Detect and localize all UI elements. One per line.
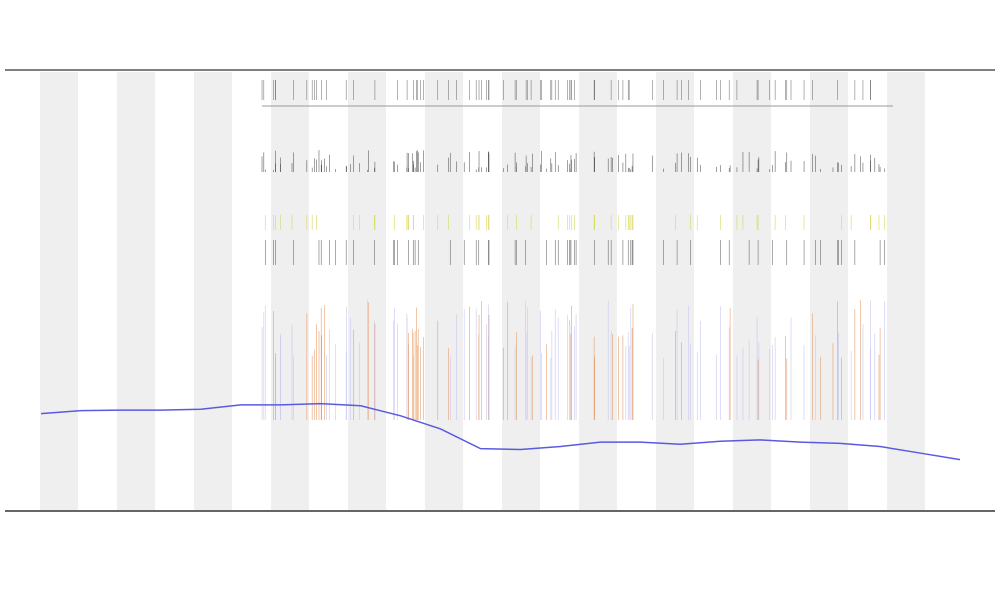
- background-band: [348, 72, 386, 510]
- background-band: [887, 72, 925, 510]
- background-band: [271, 72, 309, 510]
- background-band: [579, 72, 617, 510]
- background-band: [40, 72, 78, 510]
- background-band: [733, 72, 771, 510]
- background-band: [502, 72, 540, 510]
- background-band: [117, 72, 155, 510]
- series-line: [40, 402, 961, 461]
- background-band: [656, 72, 694, 510]
- background-band: [194, 72, 232, 510]
- background-band: [425, 72, 463, 510]
- background-band: [810, 72, 848, 510]
